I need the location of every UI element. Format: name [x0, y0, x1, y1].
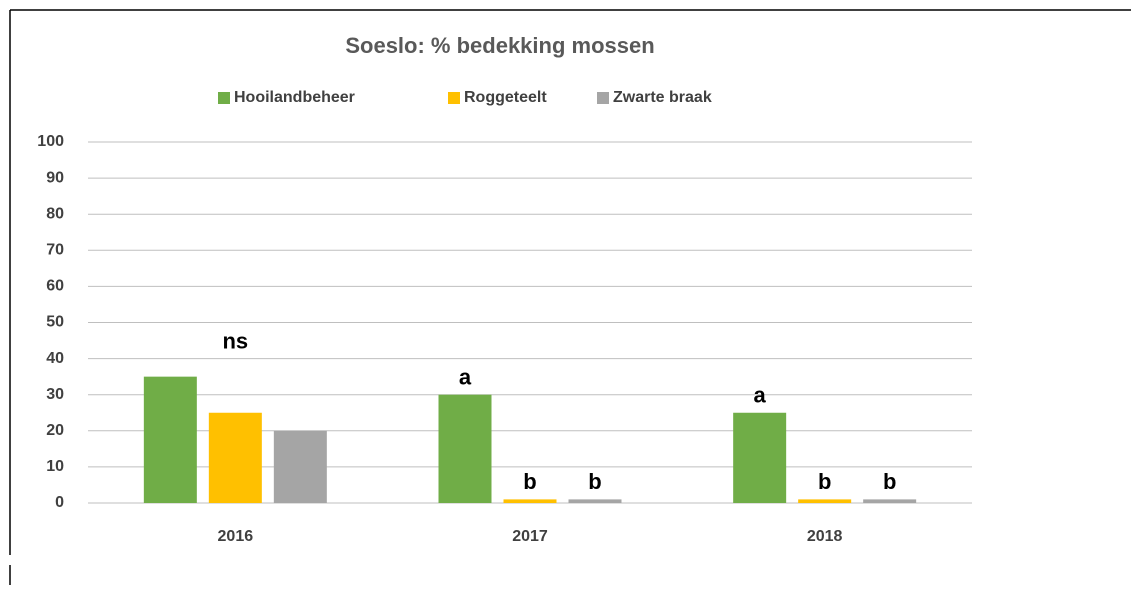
- bar: [143, 376, 197, 503]
- y-tick-label: 30: [46, 386, 64, 403]
- legend-swatch: [597, 92, 609, 104]
- y-tick-label: 70: [46, 242, 64, 259]
- bar: [733, 412, 787, 503]
- bar: [568, 499, 622, 503]
- legend-label: Zwarte braak: [613, 89, 712, 106]
- bar: [208, 412, 262, 503]
- y-tick-label: 20: [46, 422, 64, 439]
- annotation: b: [588, 469, 601, 494]
- bar: [438, 394, 492, 503]
- legend-label: Roggeteelt: [464, 89, 547, 106]
- legend-swatch: [218, 92, 230, 104]
- x-tick-label: 2016: [218, 528, 254, 545]
- y-tick-label: 40: [46, 350, 64, 367]
- annotation: ns: [222, 328, 248, 353]
- annotation: b: [523, 469, 536, 494]
- y-tick-label: 0: [55, 494, 64, 511]
- x-tick-label: 2017: [512, 528, 548, 545]
- y-tick-label: 60: [46, 278, 64, 295]
- annotation: a: [459, 365, 472, 390]
- y-tick-label: 90: [46, 169, 64, 186]
- chart-title: Soeslo: % bedekking mossen: [345, 33, 654, 58]
- legend-label: Hooilandbeheer: [234, 89, 355, 106]
- y-tick-label: 80: [46, 205, 64, 222]
- bar: [503, 499, 557, 503]
- y-tick-label: 100: [37, 133, 64, 150]
- annotation: a: [754, 383, 767, 408]
- annotation: b: [818, 469, 831, 494]
- x-tick-label: 2018: [807, 528, 843, 545]
- bar: [863, 499, 917, 503]
- legend-swatch: [448, 92, 460, 104]
- annotation: b: [883, 469, 896, 494]
- bar: [798, 499, 852, 503]
- bar: [273, 430, 327, 503]
- y-tick-label: 10: [46, 458, 64, 475]
- y-tick-label: 50: [46, 314, 64, 331]
